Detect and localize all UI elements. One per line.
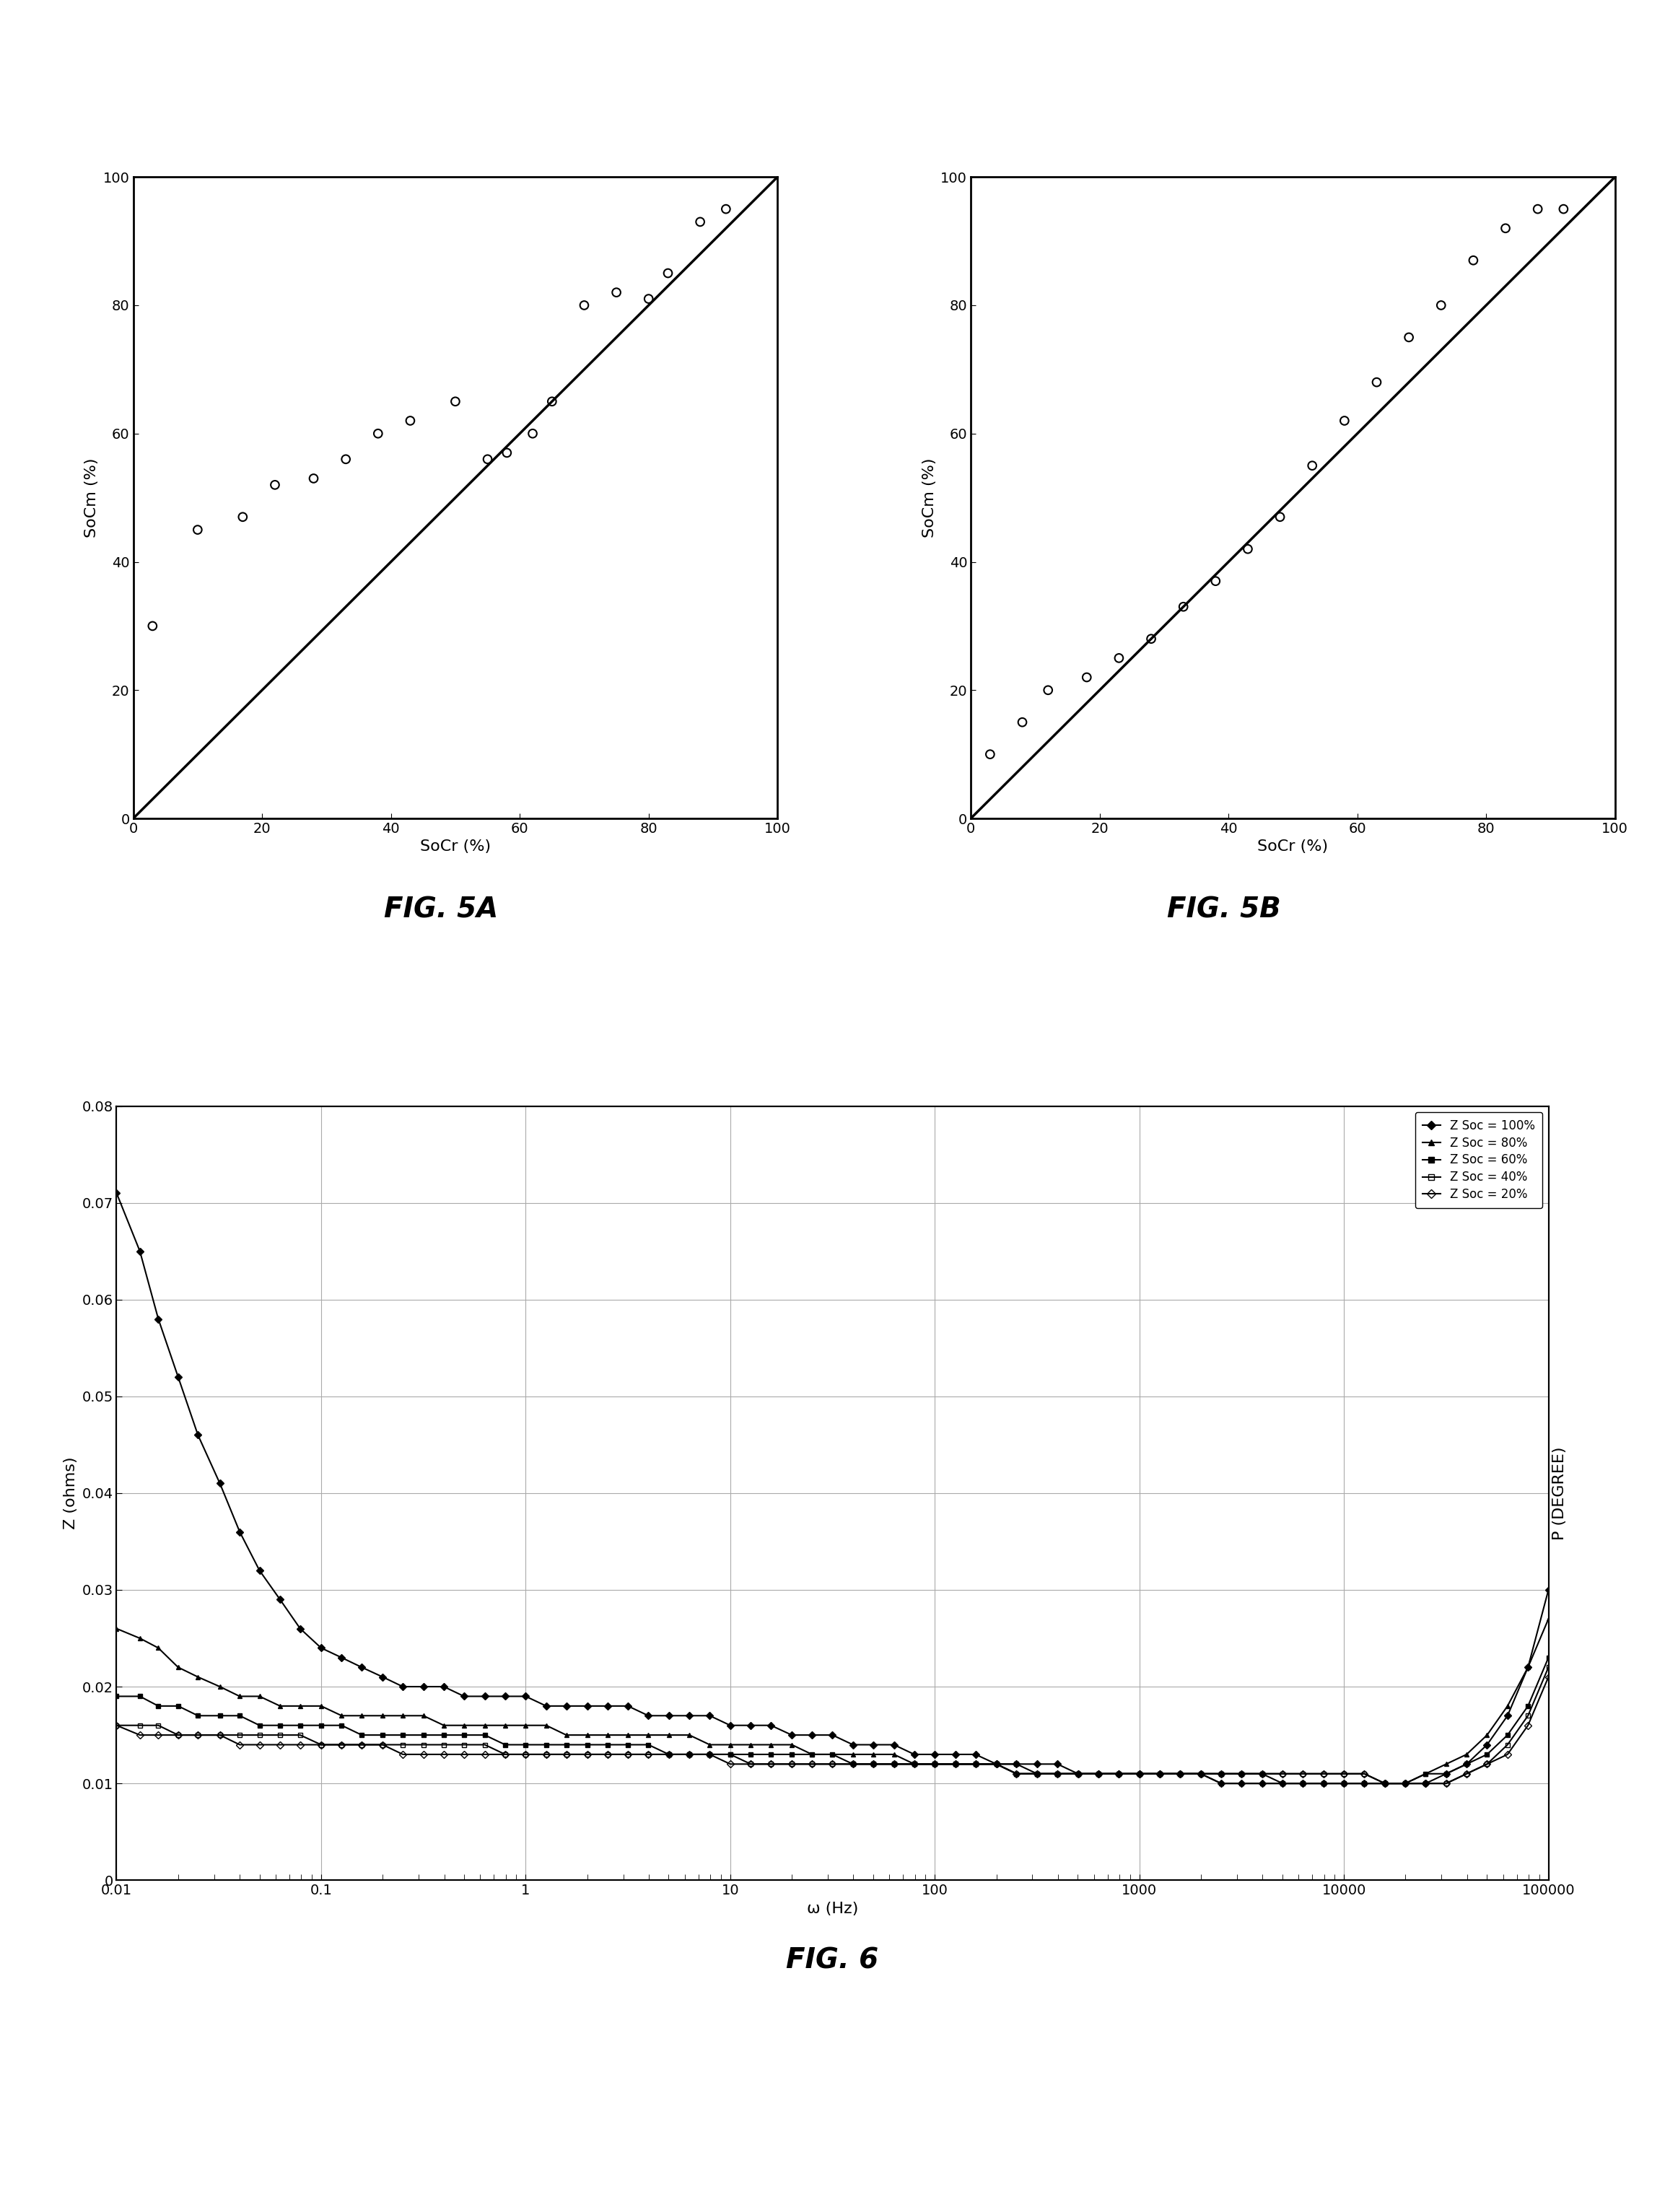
Point (688, 204, 714, 239)
Z Soc = 60% (516, 1732, 536, 1759)
Text: FIG. 6: FIG. 6 (786, 1947, 879, 1973)
Point (396, 403, 423, 438)
Z Soc = 40% (803, 1752, 823, 1778)
Point (636, 281, 663, 316)
Y-axis label: Z (ohms): Z (ohms) (63, 1458, 78, 1528)
Point (713, 190, 739, 226)
X-axis label: SoCr (%): SoCr (%) (1257, 841, 1329, 854)
Z Soc = 80% (1477, 1721, 1497, 1747)
Point (333, 442, 360, 478)
Point (1137, 622, 1164, 657)
Z Soc = 40% (516, 1741, 536, 1767)
Point (1460, 243, 1487, 279)
Z Soc = 60% (1190, 1761, 1210, 1787)
Line: Z Soc = 100%: Z Soc = 100% (113, 1190, 1552, 1785)
Point (603, 274, 629, 310)
Point (654, 254, 681, 290)
Point (1034, 672, 1061, 708)
Z Soc = 20% (966, 1752, 986, 1778)
Z Soc = 80% (516, 1712, 536, 1739)
Point (230, 500, 256, 535)
Z Soc = 20% (803, 1752, 823, 1778)
Point (1170, 588, 1197, 624)
Z Soc = 60% (1272, 1770, 1292, 1796)
Z Soc = 40% (107, 1712, 127, 1739)
Z Soc = 60% (148, 1692, 168, 1719)
Z Soc = 40% (148, 1712, 168, 1739)
Z Soc = 20% (148, 1721, 168, 1747)
Point (571, 288, 598, 323)
Point (140, 608, 166, 644)
Line: Z Soc = 80%: Z Soc = 80% (113, 1617, 1552, 1785)
Point (1364, 365, 1390, 400)
Line: Z Soc = 40%: Z Soc = 40% (113, 1666, 1552, 1785)
Z Soc = 80% (803, 1741, 823, 1767)
Z Soc = 20% (1538, 1663, 1558, 1690)
Z Soc = 100% (803, 1721, 823, 1747)
Z Soc = 100% (1210, 1770, 1230, 1796)
Line: Z Soc = 60%: Z Soc = 60% (113, 1655, 1552, 1785)
Z Soc = 100% (1477, 1732, 1497, 1759)
Z Soc = 20% (1190, 1761, 1210, 1787)
Z Soc = 80% (966, 1752, 986, 1778)
Z Soc = 20% (107, 1712, 127, 1739)
Point (1299, 447, 1325, 482)
Z Soc = 100% (966, 1741, 986, 1767)
Point (1492, 210, 1518, 246)
Point (1395, 319, 1422, 354)
Point (365, 416, 391, 451)
Point (519, 416, 546, 451)
Line: Z Soc = 20%: Z Soc = 20% (113, 1674, 1552, 1785)
Point (977, 737, 1004, 772)
Point (1525, 190, 1552, 226)
Z Soc = 100% (107, 1179, 127, 1206)
Z Soc = 100% (148, 1305, 168, 1332)
Legend: Z Soc = 100%, Z Soc = 80%, Z Soc = 60%, Z Soc = 40%, Z Soc = 20%: Z Soc = 100%, Z Soc = 80%, Z Soc = 60%, … (1415, 1113, 1542, 1208)
Z Soc = 100% (1538, 1577, 1558, 1604)
Point (300, 460, 326, 495)
Z Soc = 40% (1477, 1752, 1497, 1778)
Point (261, 467, 288, 502)
Text: FIG. 5A: FIG. 5A (385, 896, 498, 922)
Z Soc = 100% (516, 1683, 536, 1710)
Point (185, 511, 211, 546)
Point (1429, 288, 1455, 323)
Z Soc = 40% (966, 1752, 986, 1778)
Y-axis label: SoCm (%): SoCm (%) (922, 458, 937, 538)
Z Soc = 60% (803, 1741, 823, 1767)
Point (1267, 500, 1294, 535)
Z Soc = 20% (1477, 1752, 1497, 1778)
X-axis label: SoCr (%): SoCr (%) (420, 841, 491, 854)
Text: FIG. 5B: FIG. 5B (1167, 896, 1280, 922)
Z Soc = 20% (1375, 1770, 1395, 1796)
Z Soc = 60% (966, 1752, 986, 1778)
Point (1330, 403, 1357, 438)
Point (1009, 703, 1036, 739)
Z Soc = 100% (1190, 1761, 1210, 1787)
X-axis label: ω (Hz): ω (Hz) (808, 1902, 857, 1916)
Point (441, 383, 468, 418)
Z Soc = 80% (1538, 1606, 1558, 1632)
Y-axis label: SoCm (%): SoCm (%) (85, 458, 100, 538)
Z Soc = 40% (1538, 1655, 1558, 1681)
Z Soc = 60% (1477, 1741, 1497, 1767)
Z Soc = 80% (1210, 1770, 1230, 1796)
Z Soc = 20% (516, 1741, 536, 1767)
Point (1234, 531, 1260, 566)
Z Soc = 40% (1190, 1761, 1210, 1787)
Z Soc = 80% (1190, 1761, 1210, 1787)
Point (539, 383, 566, 418)
Z Soc = 40% (1375, 1770, 1395, 1796)
Point (1106, 641, 1132, 677)
Y-axis label: P (DEGREE): P (DEGREE) (1552, 1447, 1567, 1540)
Point (1550, 190, 1577, 226)
Point (493, 436, 519, 471)
Z Soc = 80% (107, 1615, 127, 1641)
Point (1074, 659, 1101, 695)
Z Soc = 60% (107, 1683, 127, 1710)
Point (475, 442, 501, 478)
Point (1202, 564, 1229, 599)
Z Soc = 80% (148, 1635, 168, 1661)
Z Soc = 60% (1538, 1644, 1558, 1670)
